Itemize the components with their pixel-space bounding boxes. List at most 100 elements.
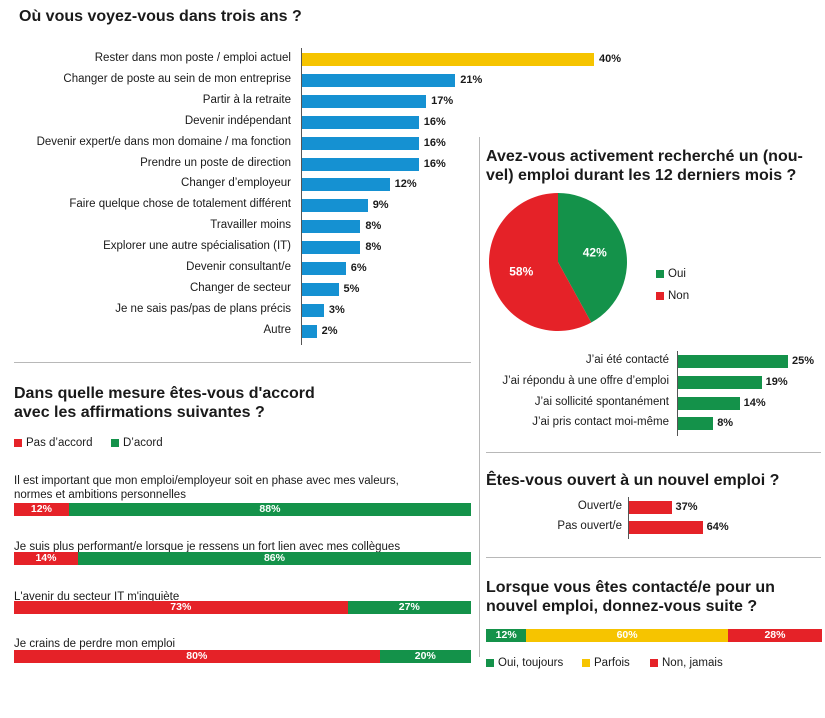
data-label: 64%	[706, 521, 729, 533]
legend-item: D’acord	[111, 437, 163, 449]
data-label: 37%	[675, 501, 698, 513]
response-title-line: Lorsque vous êtes contacté/e pour un	[486, 579, 775, 596]
bar	[302, 53, 594, 66]
stacked-segment: 20%	[379, 650, 471, 663]
data-label: 9%	[372, 199, 389, 212]
category-label: Rester dans mon poste / emploi actuel	[94, 52, 291, 64]
search-title-line: vel) emploi durant les 12 derniers mois …	[486, 167, 797, 184]
search-title-line: Avez-vous activement recherché un (nou-	[486, 148, 803, 165]
bar	[678, 396, 740, 410]
data-label: 5%	[343, 282, 360, 295]
bar	[678, 417, 714, 431]
category-label: Autre	[263, 323, 292, 336]
category-label: Ouvert/e	[577, 500, 622, 512]
category-label: J’ai répondu à une offre d’emploi	[502, 374, 669, 387]
legend-item: Parfois	[582, 657, 630, 669]
pie-slice	[558, 193, 627, 323]
stacked-segment: 80%	[14, 650, 380, 663]
data-label: 12%	[394, 178, 417, 191]
category-label: Travailler moins	[210, 219, 291, 232]
statement-text: L'avenir du secteur IT m'inquiète	[14, 590, 481, 604]
data-label: 3%	[328, 303, 345, 316]
agree-title-line: Dans quelle mesure êtes-vous d'accord	[14, 385, 315, 402]
statement-line: Je suis plus performant/e lorsque je res…	[14, 541, 401, 553]
legend-item: Pas d’accord	[14, 437, 92, 449]
legend-item: Non, jamais	[650, 657, 723, 669]
pie-svg: 42% 58%	[489, 193, 627, 331]
data-label: 6%	[350, 262, 367, 274]
data-label: 17%	[431, 94, 454, 107]
data-label: 40%	[599, 53, 622, 65]
bar	[302, 94, 427, 108]
legend-swatch	[656, 269, 664, 278]
bar	[302, 324, 317, 338]
bar	[302, 136, 419, 150]
pie-label: 42%	[583, 246, 607, 260]
category-label: Devenir expert/e dans mon domaine / ma f…	[36, 135, 291, 148]
data-label: 19%	[765, 375, 788, 388]
legend-label: Non, jamais	[662, 657, 723, 669]
stacked-segment: 27%	[347, 601, 471, 614]
legend-swatch	[486, 658, 494, 667]
data-label: 21%	[460, 73, 483, 86]
statement-text: Il est important que mon emploi/employeu…	[14, 474, 481, 502]
bar	[302, 73, 456, 87]
search-chart-title: Avez-vous activement recherché un (nou- …	[486, 147, 803, 185]
category-label: Changer de secteur	[189, 281, 291, 294]
statement-text: Je suis plus performant/e lorsque je res…	[14, 540, 481, 554]
stacked-segment: 88%	[68, 503, 471, 516]
divider	[14, 362, 471, 363]
agree-title-line: avec les affirmations suivantes ?	[14, 404, 265, 421]
vertical-divider	[479, 137, 480, 657]
category-label: Prendre un poste de direction	[140, 156, 291, 169]
category-label: Faire quelque chose de totalement différ…	[69, 198, 291, 211]
bar	[629, 501, 672, 514]
stacked-segment: 86%	[77, 552, 471, 565]
data-label: 16%	[423, 136, 446, 149]
category-label: Je ne sais pas/pas de plans précis	[115, 302, 291, 315]
legend-label: D’acord	[123, 437, 163, 449]
data-label: 8%	[365, 220, 382, 233]
data-label: 16%	[423, 157, 446, 170]
open-chart-title: Êtes-vous ouvert à un nouvel emploi ?	[486, 472, 780, 489]
legend-label: Oui, toujours	[498, 657, 564, 669]
legend-swatch	[656, 291, 664, 300]
bar	[302, 262, 346, 275]
agree-chart-title: Dans quelle mesure êtes-vous d'accord av…	[14, 384, 315, 422]
bar	[678, 355, 788, 368]
bar	[302, 282, 339, 296]
stacked-segment: 60%	[526, 629, 728, 642]
bar	[302, 303, 324, 317]
bar	[302, 199, 368, 213]
bar	[302, 178, 390, 192]
axis-line	[628, 497, 629, 539]
statement-line: Il est important que mon emploi/employeu…	[14, 475, 399, 487]
category-label: J’ai été contacté	[585, 354, 669, 366]
legend-item: Non	[656, 290, 689, 302]
legend-label: Pas d’accord	[26, 437, 93, 449]
stacked-segment: 14%	[14, 552, 78, 565]
data-label: 2%	[321, 324, 338, 337]
future-chart-title: Où vous voyez-vous dans trois ans ?	[19, 8, 302, 25]
category-label: J’ai sollicité spontanément	[534, 395, 669, 408]
axis-line	[301, 48, 302, 345]
legend-swatch	[111, 438, 119, 447]
response-title-line: nouvel emploi, donnez-vous suite ?	[486, 598, 758, 615]
legend-label: Parfois	[594, 657, 630, 669]
bar	[678, 375, 762, 389]
legend-swatch	[14, 438, 22, 447]
legend-item: Oui	[656, 268, 686, 280]
category-label: Devenir indépendant	[184, 114, 291, 127]
legend-swatch	[650, 658, 658, 667]
data-label: 14%	[743, 396, 766, 409]
statement-line: normes et ambitions personnelles	[14, 489, 186, 501]
legend-label: Oui	[668, 268, 686, 280]
data-label: 8%	[717, 417, 734, 430]
statement-line: Je crains de perdre mon emploi	[14, 638, 176, 650]
stacked-segment: 12%	[14, 503, 69, 516]
category-label: Changer de poste au sein de mon entrepri…	[63, 72, 291, 85]
bar	[302, 220, 361, 234]
bar	[629, 521, 703, 534]
legend-label: Non	[668, 290, 690, 302]
stacked-segment: 12%	[486, 629, 527, 642]
